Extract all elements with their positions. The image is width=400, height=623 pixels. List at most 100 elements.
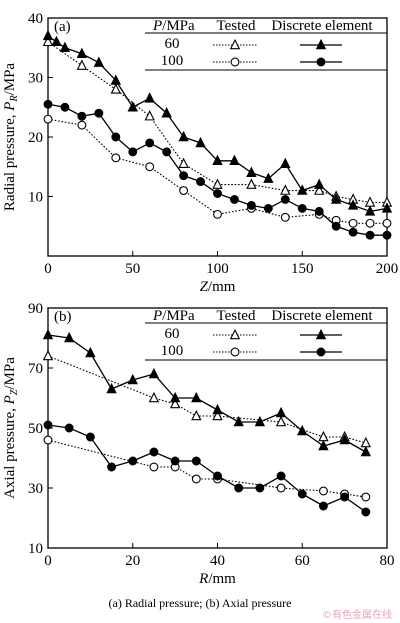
data-point: [196, 177, 206, 187]
data-point: [43, 114, 53, 124]
data-point: [145, 162, 155, 172]
legend-header-tested: Tested: [217, 308, 256, 324]
data-point: [213, 471, 222, 481]
data-point: [339, 433, 350, 445]
x-tick-label: 80: [380, 553, 395, 569]
legend-tested-marker: [230, 347, 240, 357]
legend-header-tested: Tested: [217, 18, 256, 34]
legend-de-marker: [316, 347, 326, 357]
series-line: [47, 439, 366, 498]
figure-caption: (a) Radial pressure; (b) Axial pressure: [108, 596, 292, 610]
series-100-discrete-element: [43, 99, 392, 240]
data-point: [297, 203, 307, 213]
data-point: [348, 218, 358, 228]
data-point: [127, 101, 138, 112]
data-point: [42, 29, 54, 41]
y-tick-label: 40: [28, 11, 43, 27]
series-line: [47, 355, 366, 444]
data-point: [213, 209, 222, 219]
data-point: [347, 199, 359, 210]
data-point: [195, 136, 206, 148]
data-point: [149, 462, 159, 472]
data-point: [255, 483, 265, 493]
data-point: [149, 447, 159, 457]
data-point: [191, 474, 201, 484]
legend-header-de: Discrete element: [271, 308, 373, 324]
legend-de-marker: [316, 57, 326, 67]
data-point: [42, 349, 54, 361]
legend-de-marker: [315, 328, 327, 340]
plot-frame: [47, 307, 388, 549]
data-point: [331, 221, 341, 231]
data-point: [144, 110, 155, 121]
series-line: [47, 334, 367, 453]
data-point: [111, 153, 121, 163]
legend-header-p: P/MPa: [152, 308, 195, 324]
x-tick-label: 0: [44, 261, 52, 277]
series-100-discrete-element: [43, 420, 371, 517]
data-point: [318, 430, 329, 442]
data-point: [191, 456, 201, 466]
data-point: [93, 56, 105, 67]
data-point: [144, 92, 155, 103]
y-tick-label: 50: [28, 421, 43, 437]
data-point: [212, 403, 223, 415]
data-point: [212, 178, 223, 189]
data-point: [318, 439, 329, 451]
x-tick-label: 0: [44, 553, 52, 569]
data-point: [263, 203, 273, 213]
series-line: [47, 118, 387, 224]
data-point: [365, 230, 375, 240]
data-point: [246, 200, 256, 210]
legend-de-marker: [315, 38, 327, 50]
series-100-tested: [43, 114, 392, 228]
legend-tested-marker: [229, 328, 241, 340]
y-tick-label: 30: [28, 71, 43, 87]
data-point: [76, 59, 88, 70]
data-point: [364, 196, 376, 207]
data-point: [229, 154, 240, 166]
data-point: [314, 178, 325, 189]
data-point: [318, 501, 328, 511]
legend-row-100: 100: [161, 53, 184, 69]
data-point: [382, 218, 392, 228]
data-point: [297, 184, 308, 195]
data-point: [178, 157, 189, 169]
data-point: [148, 367, 160, 379]
data-point: [42, 328, 54, 340]
series-60-discrete-element: [42, 29, 393, 216]
data-point: [148, 391, 160, 403]
x-tick-label: 150: [291, 261, 314, 277]
y-axis-title: Radial pressure, PR/MPa: [2, 63, 20, 212]
legend-tested-marker: [229, 38, 241, 50]
data-point: [111, 132, 121, 142]
y-tick-label: 30: [28, 481, 43, 497]
y-tick-label: 20: [28, 130, 43, 146]
data-point: [59, 41, 71, 53]
data-point: [43, 420, 53, 430]
series-line: [47, 424, 367, 513]
data-point: [280, 157, 291, 169]
x-tick-label: 100: [206, 261, 229, 277]
data-point: [212, 409, 223, 421]
data-point: [297, 424, 308, 436]
data-point: [178, 130, 189, 142]
watermark: ©有色金属在线: [322, 610, 392, 621]
data-point: [42, 35, 54, 47]
data-point: [94, 108, 104, 118]
data-point: [297, 489, 307, 499]
y-tick-label: 10: [28, 190, 43, 206]
x-tick-label: 20: [125, 553, 140, 569]
data-point: [276, 483, 286, 493]
data-point: [246, 166, 257, 177]
data-point: [263, 172, 274, 183]
data-point: [365, 218, 375, 228]
data-point: [314, 206, 324, 216]
data-point: [43, 435, 53, 445]
y-tick-label: 90: [28, 301, 43, 317]
data-point: [382, 230, 392, 240]
data-point: [280, 212, 290, 222]
data-point: [60, 102, 70, 112]
data-point: [85, 432, 95, 442]
